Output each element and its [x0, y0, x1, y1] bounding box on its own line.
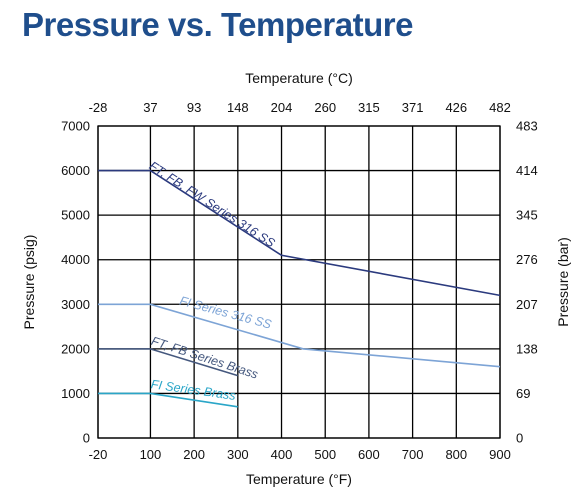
y2-tick-label: 414	[516, 163, 538, 178]
series-line-1	[98, 303, 501, 368]
tick-label-layer: -20 -28 100 37 200 93 300 148 400 204 500 260 600 315…	[61, 100, 538, 462]
x2-tick-label: 148	[227, 100, 249, 115]
x-tick-label: 600	[358, 447, 380, 462]
y-tick-label: 5000	[61, 208, 90, 223]
y-tick-label: 6000	[61, 163, 90, 178]
y-axis-label: Pressure (psig)	[21, 235, 37, 330]
y2-tick-label: 69	[516, 386, 530, 401]
y-tick-label: 1000	[61, 386, 90, 401]
y2-tick-label: 138	[516, 341, 538, 356]
series-line-3	[98, 392, 238, 408]
y2-tick-label: 483	[516, 119, 538, 134]
x-tick-label: 200	[183, 447, 205, 462]
y-tick-label: 3000	[61, 297, 90, 312]
x-tick-label: 800	[445, 447, 467, 462]
x-tick-label: 300	[227, 447, 249, 462]
y-tick-label: 0	[83, 431, 90, 446]
y-tick-label: 7000	[61, 119, 90, 134]
x2-tick-label: 260	[314, 100, 336, 115]
x2-tick-label: 482	[489, 100, 511, 115]
x2-axis-label: Temperature (°C)	[245, 70, 353, 86]
x-tick-label: 500	[314, 447, 336, 462]
x2-tick-label: 204	[271, 100, 293, 115]
series-label-3: FI Series Brass	[150, 377, 237, 403]
x2-tick-label: -28	[89, 100, 108, 115]
y2-tick-label: 276	[516, 252, 538, 267]
series-label-2: FT, FB Series Brass	[150, 334, 260, 382]
x2-tick-label: 426	[445, 100, 467, 115]
y2-tick-label: 207	[516, 297, 538, 312]
y2-axis-label: Pressure (bar)	[555, 237, 571, 326]
chart-title: Pressure vs. Temperature	[22, 6, 413, 43]
x-tick-label: 900	[489, 447, 511, 462]
x2-tick-label: 315	[358, 100, 380, 115]
series-line-0	[98, 169, 501, 297]
x-tick-label: -20	[89, 447, 108, 462]
x-tick-label: 400	[271, 447, 293, 462]
x2-tick-label: 37	[143, 100, 157, 115]
x-tick-label: 700	[402, 447, 424, 462]
y2-tick-label: 0	[516, 431, 523, 446]
y2-tick-label: 345	[516, 208, 538, 223]
series-line-2	[98, 348, 239, 377]
y-tick-label: 4000	[61, 252, 90, 267]
series-layer	[98, 169, 501, 408]
x2-tick-label: 371	[402, 100, 424, 115]
x2-tick-label: 93	[187, 100, 201, 115]
series-label-0: FT, FB, FW Series 316 SS	[147, 159, 278, 251]
plot-frame	[97, 125, 501, 439]
x-axis-label: Temperature (°F)	[246, 471, 352, 487]
x-tick-label: 100	[140, 447, 162, 462]
y-tick-label: 2000	[61, 341, 90, 356]
